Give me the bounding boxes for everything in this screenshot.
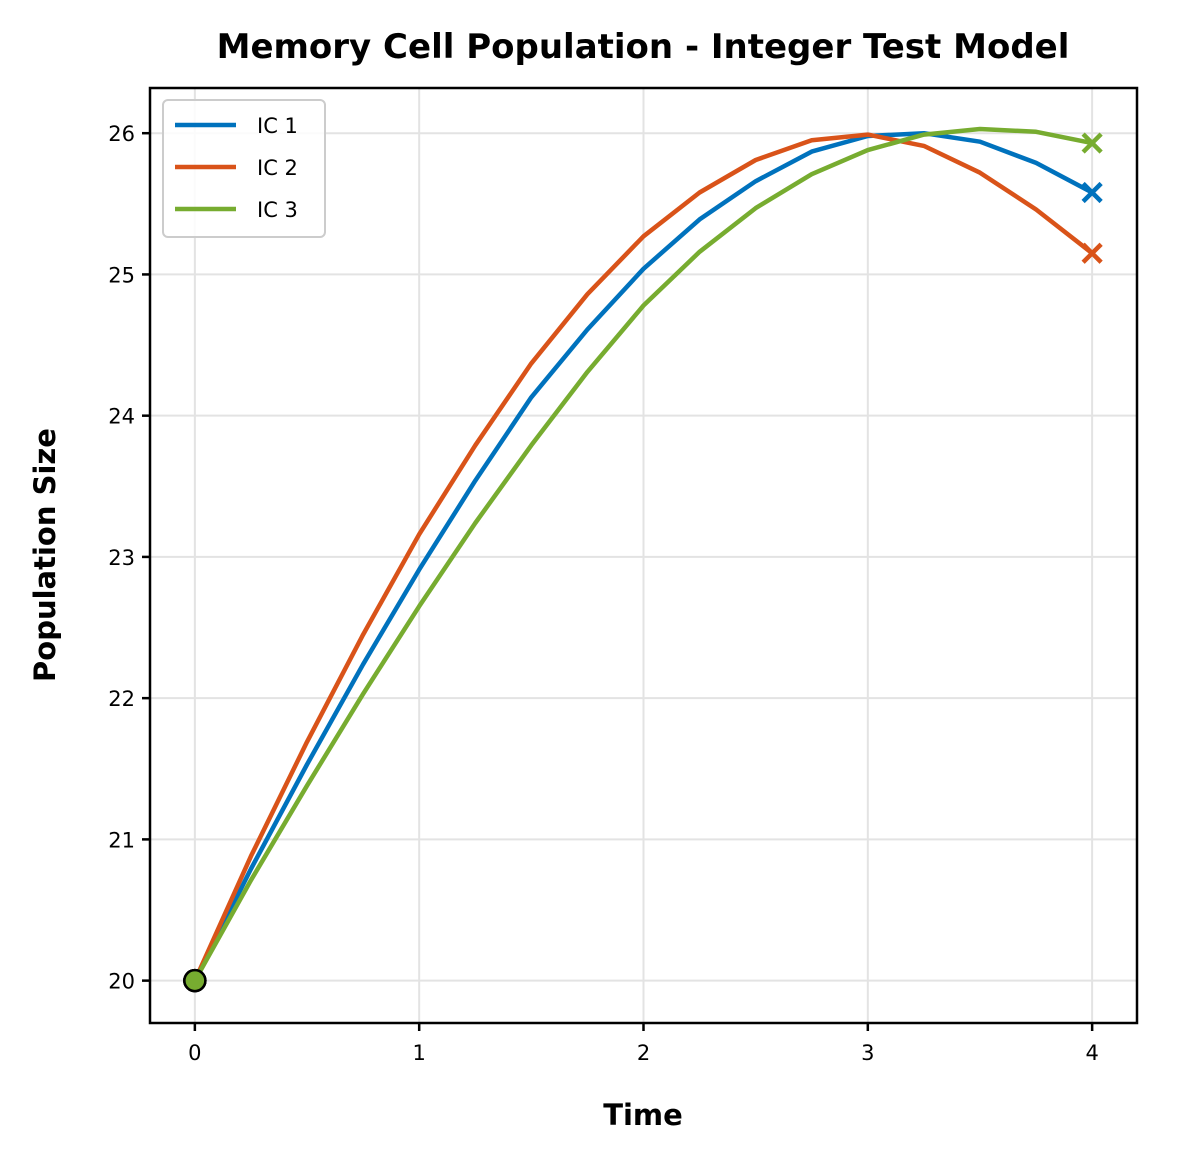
legend-label-1: IC 1 — [257, 114, 298, 138]
x-tick-label: 4 — [1085, 1041, 1098, 1065]
x-tick-label: 0 — [188, 1041, 201, 1065]
chart-title: Memory Cell Population - Integer Test Mo… — [217, 27, 1070, 67]
y-tick-label: 26 — [108, 122, 135, 146]
start-marker-3 — [183, 968, 207, 993]
y-tick-label: 21 — [108, 828, 135, 852]
y-tick-label: 23 — [108, 546, 135, 570]
x-tick-label: 1 — [412, 1041, 425, 1065]
series-line-3 — [192, 126, 1095, 983]
legend-box — [162, 99, 326, 238]
y-tick-label: 25 — [108, 263, 135, 287]
series-line-1 — [192, 130, 1095, 983]
y-tick-label: 24 — [108, 405, 135, 429]
plot-series — [192, 126, 1095, 983]
y-tick-label: 20 — [108, 970, 135, 994]
x-tick-label: 2 — [637, 1041, 650, 1065]
legend-label-3: IC 3 — [257, 198, 298, 222]
legend: IC 1 IC 2 IC 3 — [162, 99, 326, 238]
end-marker-2 — [1081, 242, 1103, 264]
series-line-2 — [192, 132, 1095, 983]
legend-label-2: IC 2 — [257, 156, 298, 180]
y-tick-label: 22 — [108, 687, 135, 711]
y-axis-label: Population Size — [28, 428, 62, 682]
x-tick-label: 3 — [861, 1041, 874, 1065]
x-axis-label: Time — [603, 1098, 683, 1132]
end-marker-1 — [1081, 181, 1103, 204]
end-marker-3 — [1081, 132, 1103, 154]
markers — [183, 132, 1103, 993]
